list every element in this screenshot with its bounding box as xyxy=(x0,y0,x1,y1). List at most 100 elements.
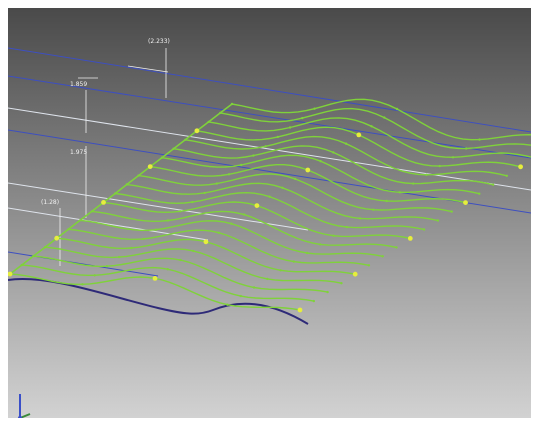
sketch-point[interactable] xyxy=(166,219,170,222)
sketch-point[interactable] xyxy=(154,228,157,231)
sketch-point[interactable] xyxy=(438,164,441,168)
sketch-point[interactable] xyxy=(436,219,440,222)
rail-curve[interactable] xyxy=(9,103,233,275)
sketch-point[interactable] xyxy=(281,186,284,189)
sketch-point[interactable] xyxy=(276,135,280,139)
sketch-point[interactable] xyxy=(67,228,70,231)
sketch-point[interactable] xyxy=(465,147,468,150)
sketch-point[interactable] xyxy=(356,132,362,138)
sketch-point[interactable] xyxy=(254,203,260,209)
sketch-point[interactable] xyxy=(383,116,386,119)
sketch-point[interactable] xyxy=(305,167,311,173)
sketch-point[interactable] xyxy=(114,192,117,195)
sketch-point[interactable] xyxy=(137,174,140,177)
sketch-point[interactable] xyxy=(184,138,187,141)
sketch-point[interactable] xyxy=(332,151,335,154)
sketch-point[interactable] xyxy=(279,269,282,272)
sketch-point[interactable] xyxy=(463,200,468,206)
sketch-point[interactable] xyxy=(422,228,426,231)
sketch-point[interactable] xyxy=(319,243,322,246)
sketch-point[interactable] xyxy=(505,174,508,177)
sketch-point[interactable] xyxy=(450,210,453,213)
sketch-point[interactable] xyxy=(398,191,402,194)
sketch-point[interactable] xyxy=(381,255,384,258)
sketch-point[interactable] xyxy=(203,191,206,195)
sketch-point[interactable] xyxy=(203,239,209,245)
sketch-point[interactable] xyxy=(297,307,303,313)
sketch-point[interactable] xyxy=(207,120,210,124)
sketch-point[interactable] xyxy=(370,125,373,128)
sketch-point[interactable] xyxy=(332,234,335,237)
sketch-point[interactable] xyxy=(372,208,375,211)
axis-triad-icon[interactable] xyxy=(12,394,31,418)
sketch-point[interactable] xyxy=(340,282,343,285)
sketch-point[interactable] xyxy=(412,182,415,185)
sketch-point[interactable] xyxy=(125,183,128,186)
sketch-point[interactable] xyxy=(226,303,229,306)
sketch-point[interactable] xyxy=(367,264,371,267)
sketch-point[interactable] xyxy=(230,102,234,106)
sketch-point[interactable] xyxy=(301,116,304,120)
dimension-label[interactable]: 1.859 xyxy=(70,81,87,88)
sketch-point[interactable] xyxy=(293,177,297,181)
sketch-point[interactable] xyxy=(179,258,182,262)
sketch-point[interactable] xyxy=(227,173,231,176)
sketch-point[interactable] xyxy=(407,236,413,241)
sketch-point[interactable] xyxy=(215,182,218,185)
sketch-point[interactable] xyxy=(160,156,164,159)
sketch-point[interactable] xyxy=(179,210,182,213)
sketch-point[interactable] xyxy=(305,251,309,255)
sketch-point[interactable] xyxy=(268,195,271,198)
sketch-point[interactable] xyxy=(252,286,256,289)
sketch-point[interactable] xyxy=(192,249,195,253)
sketch-point[interactable] xyxy=(319,160,322,163)
sketch-point[interactable] xyxy=(166,268,169,271)
sketch-point[interactable] xyxy=(93,274,96,277)
sketch-point[interactable] xyxy=(478,138,481,141)
sketch-point[interactable] xyxy=(78,219,82,222)
sketch-point[interactable] xyxy=(32,254,35,258)
sketch-point[interactable] xyxy=(243,213,246,216)
sketch-point[interactable] xyxy=(142,237,145,241)
sketch-point[interactable] xyxy=(344,142,348,145)
sketch-point[interactable] xyxy=(194,128,200,134)
sketch-point[interactable] xyxy=(478,192,481,195)
dimension-label[interactable]: (1.28) xyxy=(41,199,59,206)
sketch-point[interactable] xyxy=(20,263,23,267)
sketch-point[interactable] xyxy=(101,200,106,205)
sketch-point[interactable] xyxy=(217,231,220,234)
sketch-point[interactable] xyxy=(518,164,523,170)
sketch-point[interactable] xyxy=(358,217,362,220)
base-sketch-curve[interactable] xyxy=(8,278,309,325)
sketch-point[interactable] xyxy=(54,235,60,241)
sketch-point[interactable] xyxy=(191,200,194,204)
sketch-point[interactable] xyxy=(395,107,399,111)
sketch-point[interactable] xyxy=(230,222,233,225)
dimension-label[interactable]: (2.233) xyxy=(148,38,170,45)
sketch-point[interactable] xyxy=(326,290,329,294)
sketch-point[interactable] xyxy=(491,183,495,186)
dimension-label[interactable]: 1.975 xyxy=(70,149,87,156)
sketch-point[interactable] xyxy=(81,283,84,286)
sketch-point[interactable] xyxy=(385,199,388,203)
sketch-point[interactable] xyxy=(8,271,13,277)
sketch-point[interactable] xyxy=(90,210,94,213)
sketch-point[interactable] xyxy=(288,126,292,129)
sketch-point[interactable] xyxy=(395,246,398,249)
sketch-point[interactable] xyxy=(266,277,269,281)
sketch-point[interactable] xyxy=(219,111,222,115)
sketch-point[interactable] xyxy=(313,107,316,110)
sketch-point[interactable] xyxy=(264,145,267,148)
sketch-point[interactable] xyxy=(312,299,315,303)
sketch-point[interactable] xyxy=(152,276,158,281)
3d-graphics-viewport[interactable]: (2.233) 1.859 1.975 (1.28) xyxy=(8,8,531,418)
sketch-point[interactable] xyxy=(252,154,255,157)
sketch-point[interactable] xyxy=(172,147,175,150)
sketch-point[interactable] xyxy=(352,271,358,277)
sketch-point[interactable] xyxy=(130,246,133,250)
sketch-point[interactable] xyxy=(105,265,109,268)
sketch-point[interactable] xyxy=(425,173,428,176)
sketch-point[interactable] xyxy=(43,246,47,249)
sketch-point[interactable] xyxy=(117,255,121,259)
sketch-point[interactable] xyxy=(240,163,243,167)
